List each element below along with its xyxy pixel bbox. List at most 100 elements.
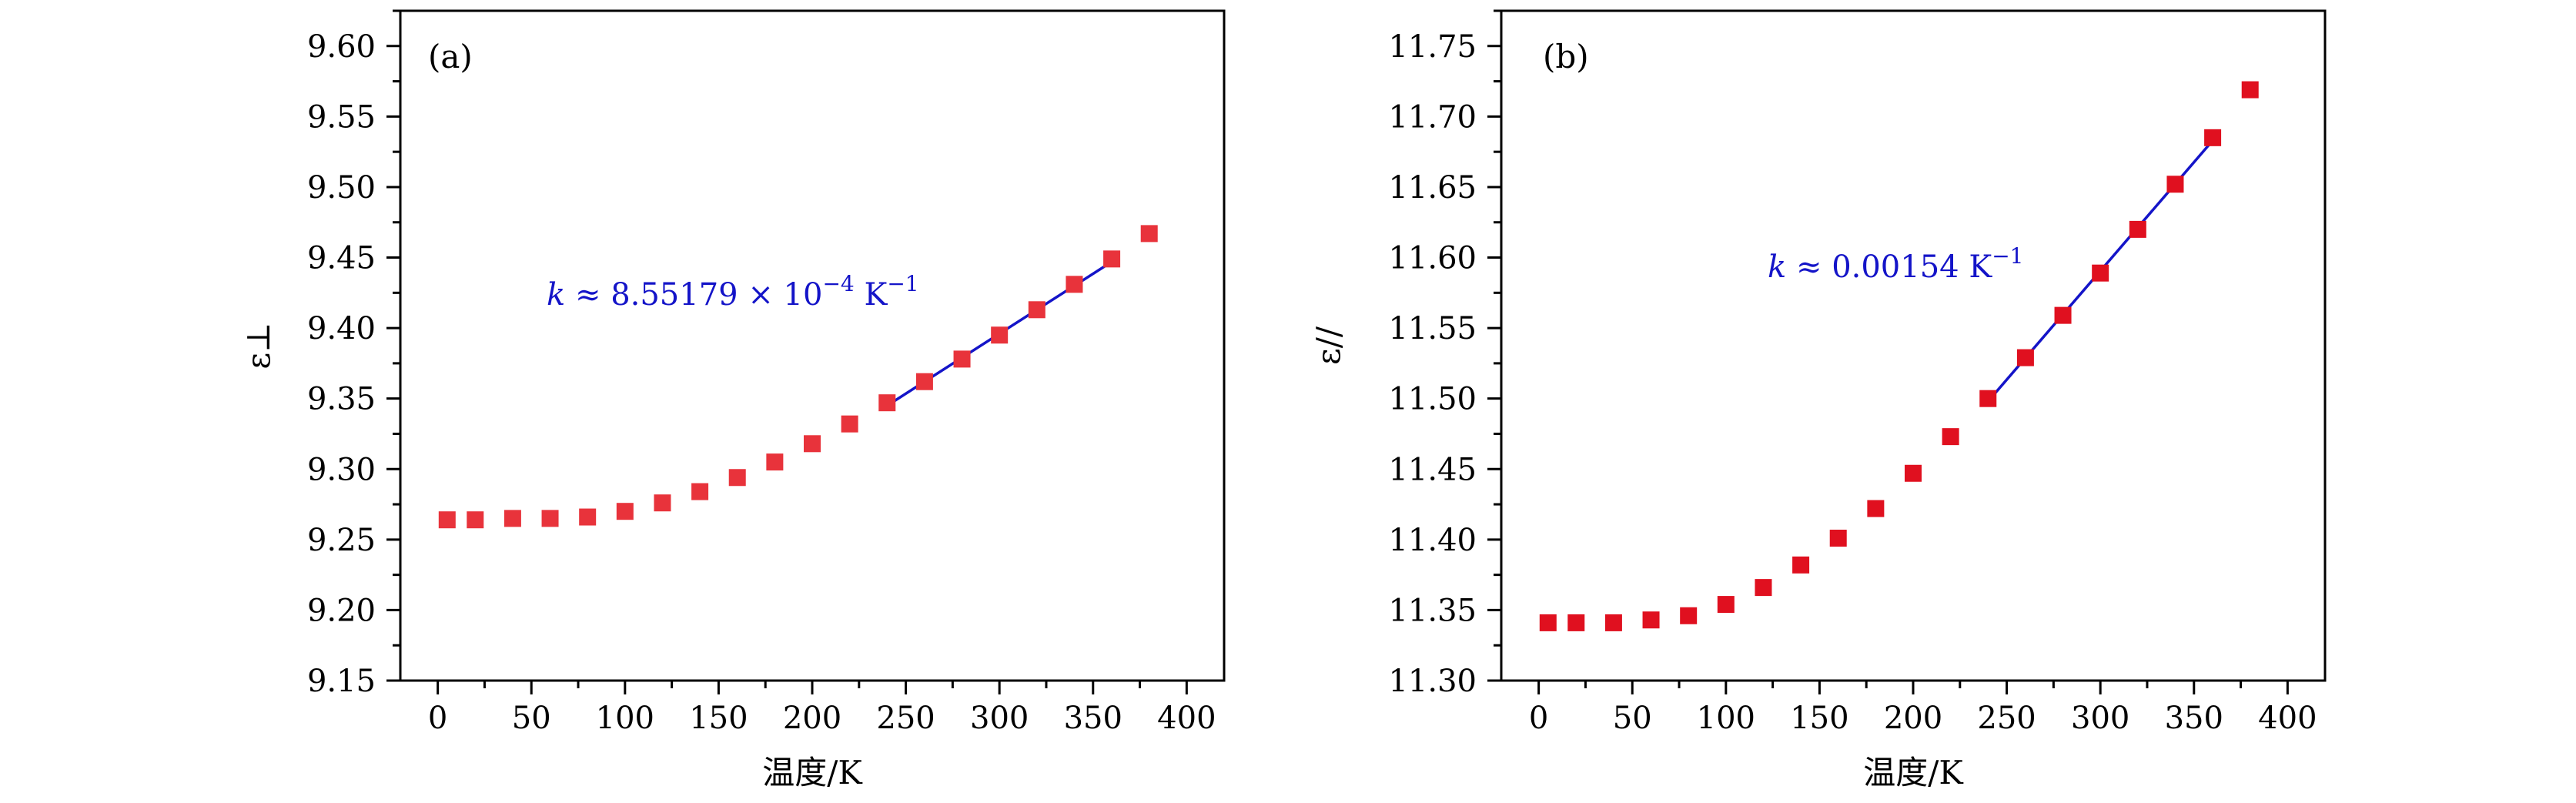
annotation-b: k ≈ 0.00154 K−1 bbox=[1768, 243, 2023, 285]
y-tick-label-a-4: 9.35 bbox=[307, 382, 376, 417]
data-point-a-5 bbox=[616, 503, 634, 520]
y-tick-label-b-5: 11.55 bbox=[1388, 311, 1477, 346]
y-tick-label-a-2: 9.25 bbox=[307, 523, 376, 558]
annotation-unit-exp-a: −1 bbox=[887, 271, 918, 296]
data-point-a-3 bbox=[541, 510, 559, 527]
data-point-b-19 bbox=[2241, 81, 2259, 99]
y-tick-label-a-7: 9.50 bbox=[307, 170, 376, 206]
y-tick-label-a-0: 9.15 bbox=[307, 664, 376, 699]
annotation-a: k ≈ 8.55179 × 10−4 K−1 bbox=[547, 271, 919, 313]
panel-label-a: (a) bbox=[428, 38, 473, 75]
data-point-a-14 bbox=[953, 350, 971, 368]
x-tick-label-b-7: 350 bbox=[2165, 701, 2223, 736]
y-tick-label-b-0: 11.30 bbox=[1388, 664, 1477, 699]
annotation-text-b: ≈ 0.00154 K bbox=[1786, 249, 1992, 285]
chart-panel-a: 0 50 100 150 200 250 300 350 400 9.15 9.20 9.25 9.30… bbox=[239, 9, 1226, 791]
data-point-a-10 bbox=[804, 435, 821, 453]
data-point-b-12 bbox=[1979, 390, 1997, 407]
x-tick-label-a-7: 350 bbox=[1064, 701, 1122, 736]
data-point-b-7 bbox=[1792, 556, 1810, 574]
y-tick-label-a-8: 9.55 bbox=[307, 99, 376, 135]
x-tick-label-a-3: 150 bbox=[689, 701, 748, 736]
annotation-var-b: k bbox=[1768, 249, 1786, 285]
y-tick-label-b-4: 11.50 bbox=[1388, 382, 1477, 417]
y-tick-label-b-8: 11.70 bbox=[1388, 99, 1477, 135]
y-tick-label-a-1: 9.20 bbox=[307, 593, 376, 628]
data-point-a-9 bbox=[766, 453, 784, 471]
data-point-b-15 bbox=[2092, 264, 2109, 282]
data-point-b-3 bbox=[1642, 611, 1660, 629]
data-point-a-19 bbox=[1140, 225, 1158, 243]
tick-labels-a: 0 50 100 150 200 250 300 350 400 9.15 9.20 9.25 9.30… bbox=[307, 29, 1216, 736]
data-point-a-18 bbox=[1103, 250, 1121, 268]
data-point-a-15 bbox=[991, 326, 1009, 344]
x-tick-label-a-6: 300 bbox=[970, 701, 1029, 736]
x-axis-label-a: 温度/K bbox=[762, 754, 863, 791]
annotation-unit-exp-b: −1 bbox=[1992, 243, 2023, 269]
annotation-var-a: k bbox=[547, 277, 565, 313]
data-point-b-4 bbox=[1680, 607, 1698, 624]
data-point-b-13 bbox=[2016, 349, 2034, 366]
x-axis-label-b: 温度/K bbox=[1863, 754, 1964, 791]
data-point-a-17 bbox=[1066, 276, 1083, 293]
tick-labels-b: 0 50 100 150 200 250 300 350 400 11.30 11.35 11.40 1… bbox=[1388, 29, 2317, 736]
data-point-b-11 bbox=[1942, 428, 1959, 446]
chart-panel-b: 0 50 100 150 200 250 300 350 400 11.30 11.35 11.40 1… bbox=[1310, 9, 2327, 791]
data-point-a-0 bbox=[438, 511, 456, 529]
x-tick-label-a-1: 50 bbox=[512, 701, 551, 736]
y-tick-label-b-2: 11.40 bbox=[1388, 523, 1477, 558]
data-point-a-16 bbox=[1028, 301, 1045, 319]
plot-frame-a bbox=[399, 9, 1226, 682]
data-point-b-0 bbox=[1539, 614, 1557, 631]
data-point-b-1 bbox=[1567, 614, 1585, 631]
x-tick-label-b-0: 0 bbox=[1529, 701, 1548, 736]
x-tick-label-b-5: 250 bbox=[1977, 701, 2036, 736]
y-tick-label-a-5: 9.40 bbox=[307, 311, 376, 346]
data-points-b bbox=[1539, 81, 2259, 631]
annotation-text-a: ≈ 8.55179 × 10 bbox=[565, 277, 822, 313]
y-tick-label-a-9: 9.60 bbox=[307, 29, 376, 65]
data-point-a-1 bbox=[467, 511, 484, 529]
y-tick-label-b-3: 11.45 bbox=[1388, 452, 1477, 487]
y-tick-label-b-7: 11.65 bbox=[1388, 170, 1477, 206]
data-point-b-10 bbox=[1905, 464, 1922, 482]
x-tick-label-b-4: 200 bbox=[1884, 701, 1942, 736]
panel-label-b: (b) bbox=[1543, 38, 1589, 75]
data-point-b-14 bbox=[2054, 306, 2072, 324]
ticks-a bbox=[386, 9, 1188, 694]
x-tick-label-a-4: 200 bbox=[783, 701, 841, 736]
x-tick-label-b-3: 150 bbox=[1790, 701, 1848, 736]
y-tick-label-b-9: 11.75 bbox=[1388, 29, 1477, 65]
y-axis-label-a: ε⊥ bbox=[239, 322, 277, 369]
data-point-a-2 bbox=[503, 510, 521, 527]
data-point-a-11 bbox=[841, 415, 858, 433]
y-tick-label-b-6: 11.60 bbox=[1388, 241, 1477, 276]
data-point-a-13 bbox=[915, 373, 933, 390]
data-point-a-8 bbox=[728, 469, 746, 487]
x-tick-label-a-2: 100 bbox=[596, 701, 654, 736]
y-axis-label-b: ε// bbox=[1310, 326, 1347, 365]
y-tick-label-b-1: 11.35 bbox=[1388, 593, 1477, 628]
data-points-a bbox=[438, 225, 1158, 529]
plot-frame-b bbox=[1500, 9, 2327, 682]
y-tick-label-a-3: 9.30 bbox=[307, 452, 376, 487]
data-point-b-16 bbox=[2129, 220, 2146, 238]
data-point-b-2 bbox=[1604, 614, 1622, 631]
x-tick-label-b-2: 100 bbox=[1697, 701, 1755, 736]
data-point-b-6 bbox=[1755, 579, 1772, 597]
data-point-a-7 bbox=[691, 483, 709, 500]
y-tick-label-a-6: 9.45 bbox=[307, 241, 376, 276]
annotation-unit-a: K bbox=[855, 277, 888, 313]
data-point-a-4 bbox=[579, 508, 597, 526]
data-point-a-12 bbox=[878, 394, 896, 412]
ticks-b bbox=[1487, 9, 2289, 694]
data-point-b-9 bbox=[1867, 500, 1885, 517]
x-tick-label-a-0: 0 bbox=[428, 701, 447, 736]
x-tick-label-b-8: 400 bbox=[2258, 701, 2317, 736]
annotation-exp-a: −4 bbox=[822, 271, 854, 296]
data-point-a-6 bbox=[654, 494, 671, 512]
x-tick-label-a-5: 250 bbox=[876, 701, 935, 736]
x-tick-label-b-1: 50 bbox=[1613, 701, 1652, 736]
data-point-b-17 bbox=[2166, 176, 2184, 193]
